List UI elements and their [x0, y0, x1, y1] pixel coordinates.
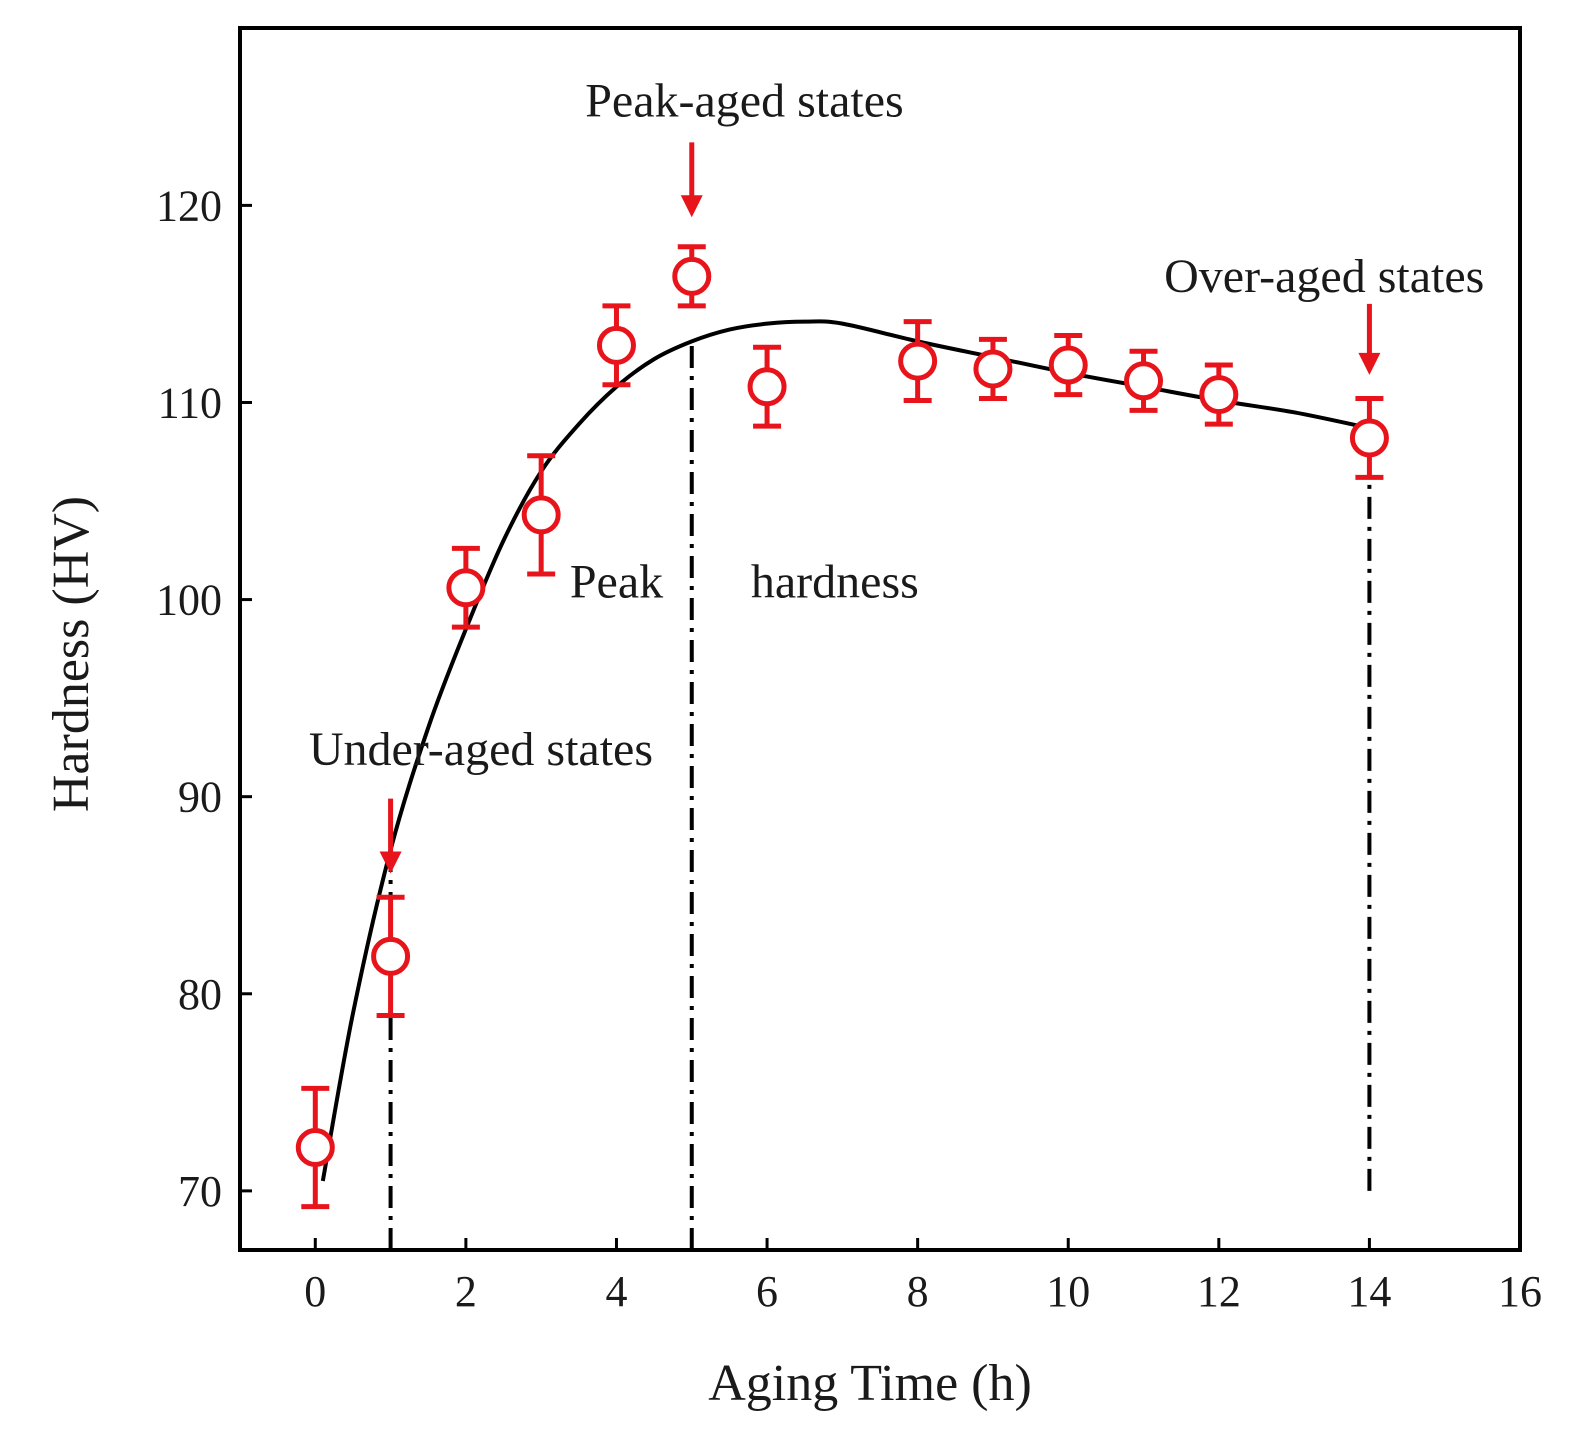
point-marker — [898, 341, 938, 381]
x-axis-title: Aging Time (h) — [708, 1355, 1032, 1412]
annotation-arrows — [379, 142, 1381, 874]
y-tick-label: 70 — [178, 1167, 222, 1216]
data-point — [1349, 396, 1389, 480]
annotation-label: Peak-aged states — [585, 75, 904, 128]
data-point — [371, 894, 411, 1018]
point-marker — [295, 1128, 335, 1168]
data-point — [1199, 362, 1239, 427]
data-point — [446, 545, 486, 630]
data-point — [973, 336, 1013, 402]
point-marker — [1048, 345, 1088, 385]
y-tick-label: 120 — [156, 181, 222, 230]
point-marker — [973, 349, 1013, 389]
arrow-head — [1358, 352, 1381, 375]
fitted-curve-layer — [320, 319, 1370, 1182]
data-point — [672, 244, 712, 309]
data-points-layer — [295, 244, 1389, 1210]
data-point — [1124, 348, 1164, 413]
y-tick-label: 80 — [178, 970, 222, 1019]
data-point — [1048, 332, 1088, 398]
annotation-label: Under-aged states — [309, 723, 653, 776]
arrow-head — [379, 851, 402, 874]
point-marker — [672, 256, 712, 296]
data-point — [747, 344, 787, 429]
point-marker — [596, 325, 636, 365]
point-marker — [1349, 418, 1389, 458]
x-tick-label: 12 — [1197, 1267, 1241, 1316]
y-tick-label: 90 — [178, 773, 222, 822]
fitted-curve — [320, 319, 1370, 1182]
annotation-arrow — [379, 798, 402, 874]
data-point — [596, 303, 636, 388]
y-axis-title: Hardness (HV) — [43, 496, 100, 812]
point-marker — [371, 936, 411, 976]
point-marker — [1124, 361, 1164, 401]
point-marker — [521, 495, 561, 535]
point-marker — [446, 568, 486, 608]
x-tick-label: 6 — [756, 1267, 778, 1316]
y-tick-label: 100 — [156, 576, 222, 625]
axis-ticks — [240, 203, 1522, 1250]
point-marker — [747, 367, 787, 407]
data-point — [898, 319, 938, 404]
annotation-label: Peak — [570, 556, 663, 609]
x-tick-label: 4 — [605, 1267, 627, 1316]
x-tick-label: 2 — [455, 1267, 477, 1316]
x-tick-label: 10 — [1046, 1267, 1090, 1316]
data-point — [295, 1085, 335, 1210]
plot-frame — [238, 26, 1522, 1252]
arrow-head — [680, 195, 703, 218]
point-marker — [1199, 375, 1239, 415]
data-point — [521, 453, 561, 577]
x-tick-label: 8 — [907, 1267, 929, 1316]
annotation-arrow — [680, 142, 703, 218]
annotation-label: hardness — [751, 556, 919, 609]
x-tick-label: 0 — [304, 1267, 326, 1316]
chart-text: 0 2 4 6 8 10 12 14 16 70 80 90 100 110 120 Aging Time (… — [43, 75, 1542, 1412]
annotation-label: Over-aged states — [1164, 250, 1484, 303]
x-tick-label: 16 — [1498, 1267, 1542, 1316]
annotation-arrow — [1358, 303, 1381, 375]
x-tick-label: 14 — [1347, 1267, 1391, 1316]
reference-lines — [388, 341, 1372, 1250]
y-tick-label: 110 — [158, 378, 222, 427]
